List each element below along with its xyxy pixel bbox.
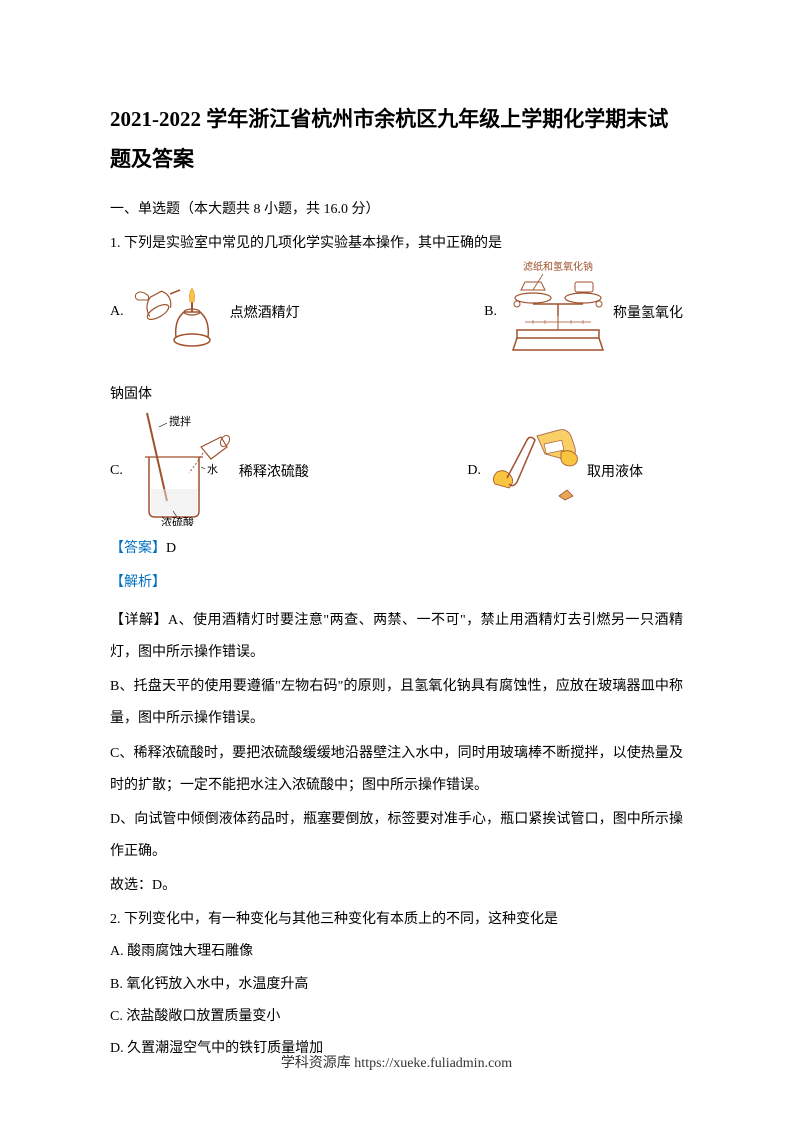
explain-p1: 【详解】A、使用酒精灯时要注意"两查、两禁、一不可"，禁止用酒精灯去引燃另一只酒… (110, 605, 683, 669)
diagram-dilute-acid: 搅拌 水 浓硫酸 (129, 411, 239, 531)
explain-p5: 故选：D。 (110, 870, 683, 902)
q1-option-b-block: B. 滤纸和氢氧化钠 (484, 260, 683, 365)
answer-label: 【答案】 (110, 541, 166, 556)
diagram-alcohol-lamp (130, 270, 230, 355)
q1-option-c-block: C. 搅拌 水 浓硫酸 稀释浓硫酸 (110, 411, 309, 531)
q1-optB-letter: B. (484, 304, 497, 320)
balance-label: 滤纸和氢氧化钠 (523, 260, 593, 273)
diagram-pour-liquid (487, 428, 587, 513)
q2-optC: C. 浓盐酸敞口放置质量变小 (110, 1001, 683, 1033)
q1-stem: 1. 下列是实验室中常见的几项化学实验基本操作，其中正确的是 (110, 232, 683, 252)
q2-options: A. 酸雨腐蚀大理石雕像 B. 氧化钙放入水中，水温度升高 C. 浓盐酸敞口放置… (110, 936, 683, 1065)
explain-p2: B、托盘天平的使用要遵循"左物右码"的原则，且氢氧化钠具有腐蚀性，应放在玻璃器皿… (110, 671, 683, 735)
explain-p3: C、稀释浓硫酸时，要把浓硫酸缓缓地沿器壁注入水中，同时用玻璃棒不断搅拌，以使热量… (110, 738, 683, 802)
q1-option-d-block: D. 取用液体 (467, 428, 643, 513)
q2-stem: 2. 下列变化中，有一种变化与其他三种变化有本质上的不同，这种变化是 (110, 908, 683, 928)
exam-title: 2021-2022 学年浙江省杭州市余杭区九年级上学期化学期末试题及答案 (110, 100, 683, 180)
explain-label: 【解析】 (110, 571, 683, 591)
q1-optA-text: 点燃酒精灯 (230, 302, 300, 322)
q1-optC-letter: C. (110, 463, 123, 479)
answer-letter: D (166, 541, 176, 556)
diagram-balance: 滤纸和氢氧化钠 (503, 260, 613, 365)
q1-explanation: 【详解】A、使用酒精灯时要注意"两查、两禁、一不可"，禁止用酒精灯去引燃另一只酒… (110, 605, 683, 903)
q1-optC-text: 稀释浓硫酸 (239, 461, 309, 481)
q1-optB-text: 称量氢氧化 (613, 302, 683, 322)
stir-label: 搅拌 (169, 414, 191, 428)
q1-optD-text: 取用液体 (587, 461, 643, 481)
q1-option-a-block: A. 点燃酒精灯 (110, 270, 300, 355)
q1-row-ab: A. 点燃酒精灯 B. 滤 (110, 260, 683, 365)
q1-optA-letter: A. (110, 304, 124, 320)
q2-optB: B. 氧化钙放入水中，水温度升高 (110, 969, 683, 1001)
q1-answer: 【答案】D (110, 537, 683, 557)
q1-optD-letter: D. (467, 463, 481, 479)
acid-label: 浓硫酸 (161, 515, 194, 526)
explain-p4: D、向试管中倾倒液体药品时，瓶塞要倒放，标签要对准手心，瓶口紧挨试管口，图中所示… (110, 804, 683, 868)
section-header: 一、单选题（本大题共 8 小题，共 16.0 分） (110, 198, 683, 218)
q1-row-cd: C. 搅拌 水 浓硫酸 稀释浓硫酸 (110, 411, 683, 531)
page-footer: 学科资源库 https://xueke.fuliadmin.com (0, 1052, 793, 1072)
q2-optA: A. 酸雨腐蚀大理石雕像 (110, 936, 683, 968)
water-label: 水 (207, 463, 218, 476)
q1-optB-continuation: 钠固体 (110, 383, 683, 403)
